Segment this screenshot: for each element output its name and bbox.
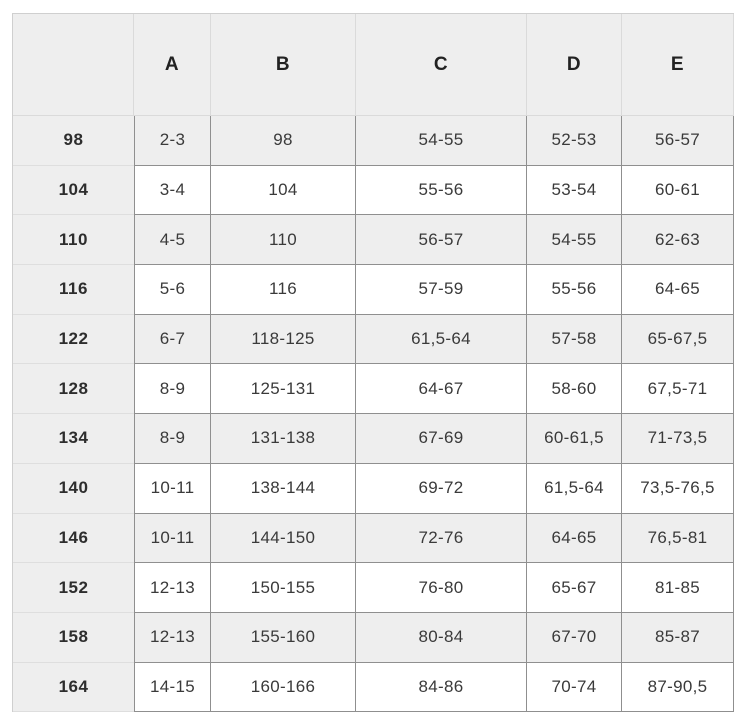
cell-d: 54-55	[527, 215, 622, 266]
cell-d: 67-70	[527, 612, 622, 663]
cell-b: 110	[211, 215, 356, 266]
row-header-size: 164	[13, 662, 134, 713]
cell-a: 14-15	[134, 662, 211, 713]
cell-d: 70-74	[527, 662, 622, 713]
row-header-size: 140	[13, 463, 134, 514]
row-header-size: 158	[13, 612, 134, 663]
row-header-size: 134	[13, 414, 134, 464]
cell-b: 160-166	[211, 662, 356, 713]
cell-c: 61,5-64	[356, 314, 527, 365]
cell-b: 150-155	[211, 563, 356, 613]
table-row: 110 4-5 110 56-57 54-55 62-63	[13, 215, 734, 266]
table-row: 128 8-9 125-131 64-67 58-60 67,5-71	[13, 364, 734, 415]
cell-e: 76,5-81	[622, 513, 734, 564]
cell-e: 65-67,5	[622, 314, 734, 365]
cell-e: 67,5-71	[622, 364, 734, 415]
cell-a: 5-6	[134, 265, 211, 315]
cell-b: 125-131	[211, 364, 356, 415]
cell-e: 81-85	[622, 563, 734, 613]
row-header-size: 98	[13, 116, 134, 166]
table-row: 140 10-11 138-144 69-72 61,5-64 73,5-76,…	[13, 463, 734, 514]
table-row: 152 12-13 150-155 76-80 65-67 81-85	[13, 563, 734, 613]
size-chart-table: A B C D E 98 2-3 98 54-55 52-53 56-57 10…	[12, 13, 734, 713]
cell-b: 138-144	[211, 463, 356, 514]
table-row: 116 5-6 116 57-59 55-56 64-65	[13, 265, 734, 315]
cell-a: 2-3	[134, 116, 211, 166]
cell-c: 80-84	[356, 612, 527, 663]
cell-e: 71-73,5	[622, 414, 734, 464]
cell-a: 6-7	[134, 314, 211, 365]
cell-e: 64-65	[622, 265, 734, 315]
cell-b: 118-125	[211, 314, 356, 365]
cell-c: 56-57	[356, 215, 527, 266]
cell-c: 69-72	[356, 463, 527, 514]
cell-e: 85-87	[622, 612, 734, 663]
table-row: 122 6-7 118-125 61,5-64 57-58 65-67,5	[13, 314, 734, 365]
row-header-size: 122	[13, 314, 134, 365]
column-header-a: A	[134, 14, 211, 116]
table-row: 98 2-3 98 54-55 52-53 56-57	[13, 116, 734, 166]
cell-c: 54-55	[356, 116, 527, 166]
cell-e: 87-90,5	[622, 662, 734, 713]
cell-d: 65-67	[527, 563, 622, 613]
cell-b: 116	[211, 265, 356, 315]
row-header-size: 116	[13, 265, 134, 315]
row-header-size: 128	[13, 364, 134, 415]
cell-b: 131-138	[211, 414, 356, 464]
column-header-b: B	[211, 14, 356, 116]
cell-b: 104	[211, 165, 356, 216]
cell-c: 64-67	[356, 364, 527, 415]
cell-c: 55-56	[356, 165, 527, 216]
column-header-d: D	[527, 14, 622, 116]
column-header-e: E	[622, 14, 734, 116]
cell-d: 60-61,5	[527, 414, 622, 464]
corner-cell	[13, 14, 134, 116]
cell-e: 73,5-76,5	[622, 463, 734, 514]
cell-a: 8-9	[134, 364, 211, 415]
row-header-size: 146	[13, 513, 134, 564]
row-header-size: 104	[13, 165, 134, 216]
cell-a: 10-11	[134, 463, 211, 514]
cell-c: 57-59	[356, 265, 527, 315]
cell-a: 3-4	[134, 165, 211, 216]
cell-d: 55-56	[527, 265, 622, 315]
cell-c: 84-86	[356, 662, 527, 713]
cell-a: 10-11	[134, 513, 211, 564]
cell-b: 144-150	[211, 513, 356, 564]
table-row: 164 14-15 160-166 84-86 70-74 87-90,5	[13, 662, 734, 713]
cell-a: 8-9	[134, 414, 211, 464]
cell-a: 12-13	[134, 612, 211, 663]
cell-c: 76-80	[356, 563, 527, 613]
cell-c: 67-69	[356, 414, 527, 464]
column-header-c: C	[356, 14, 527, 116]
table-row: 134 8-9 131-138 67-69 60-61,5 71-73,5	[13, 414, 734, 464]
cell-b: 98	[211, 116, 356, 166]
cell-d: 61,5-64	[527, 463, 622, 514]
cell-d: 52-53	[527, 116, 622, 166]
cell-d: 58-60	[527, 364, 622, 415]
cell-b: 155-160	[211, 612, 356, 663]
cell-d: 53-54	[527, 165, 622, 216]
cell-e: 56-57	[622, 116, 734, 166]
cell-d: 64-65	[527, 513, 622, 564]
cell-d: 57-58	[527, 314, 622, 365]
row-header-size: 152	[13, 563, 134, 613]
cell-c: 72-76	[356, 513, 527, 564]
cell-a: 4-5	[134, 215, 211, 266]
header-row: A B C D E	[13, 14, 734, 116]
cell-a: 12-13	[134, 563, 211, 613]
table-row: 104 3-4 104 55-56 53-54 60-61	[13, 165, 734, 216]
table-row: 146 10-11 144-150 72-76 64-65 76,5-81	[13, 513, 734, 564]
row-header-size: 110	[13, 215, 134, 266]
cell-e: 60-61	[622, 165, 734, 216]
cell-e: 62-63	[622, 215, 734, 266]
table-row: 158 12-13 155-160 80-84 67-70 85-87	[13, 612, 734, 663]
